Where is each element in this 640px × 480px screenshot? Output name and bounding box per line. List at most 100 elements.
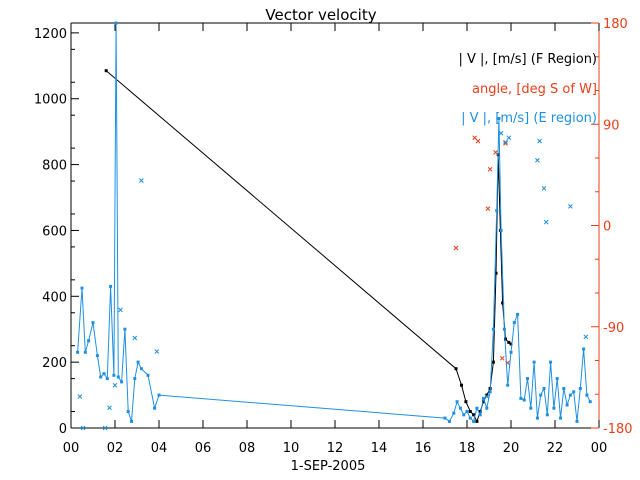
chart-title: Vector velocity bbox=[265, 6, 376, 24]
data-point bbox=[475, 406, 479, 410]
data-point bbox=[116, 375, 120, 379]
data-point bbox=[485, 206, 491, 211]
data-point bbox=[468, 410, 472, 413]
data-point bbox=[543, 219, 549, 225]
data-point bbox=[157, 393, 161, 397]
data-point bbox=[80, 425, 86, 431]
y-tick-label: 800 bbox=[42, 159, 67, 174]
x-tick-label: 04 bbox=[151, 441, 168, 456]
y-tick-label: 600 bbox=[42, 224, 67, 239]
data-point bbox=[485, 406, 489, 410]
data-point bbox=[542, 387, 546, 390]
data-point bbox=[120, 380, 124, 384]
data-point bbox=[462, 413, 466, 417]
data-point bbox=[453, 245, 459, 251]
y-tick-label: 400 bbox=[42, 290, 67, 305]
y2-tick-label: -90 bbox=[603, 321, 624, 336]
y-tick-label: 1000 bbox=[34, 93, 67, 108]
data-point bbox=[105, 377, 109, 381]
data-point bbox=[491, 360, 495, 364]
x-tick-label: 06 bbox=[195, 441, 212, 456]
data-point bbox=[559, 416, 562, 420]
data-point bbox=[485, 393, 489, 397]
x-tick-label: 08 bbox=[239, 441, 256, 456]
legend-entry: | V |, [m/s] (F Region) bbox=[458, 52, 597, 67]
data-point bbox=[537, 138, 542, 144]
data-point bbox=[482, 396, 485, 400]
data-point bbox=[454, 367, 458, 371]
y-tick-label: 200 bbox=[42, 356, 67, 371]
data-point bbox=[568, 393, 572, 397]
data-point bbox=[139, 367, 143, 371]
data-point bbox=[123, 327, 127, 331]
data-point bbox=[484, 394, 490, 399]
series-2 bbox=[76, 21, 592, 423]
data-point bbox=[460, 383, 463, 387]
data-point bbox=[503, 141, 508, 146]
data-point bbox=[491, 327, 495, 331]
data-point bbox=[522, 398, 526, 402]
data-point bbox=[519, 396, 523, 400]
data-point bbox=[588, 400, 592, 404]
y2-tick-label: -180 bbox=[603, 422, 633, 437]
data-point bbox=[516, 312, 520, 316]
y2-tick-label: 0 bbox=[603, 220, 611, 235]
series-0 bbox=[104, 69, 513, 423]
x-tick-label: 12 bbox=[327, 441, 344, 456]
data-point bbox=[582, 347, 586, 351]
y-axis-ticks: 0 200 400 600 800 1000 1200 bbox=[34, 27, 79, 437]
data-point bbox=[562, 387, 566, 390]
x-tick-label: 14 bbox=[371, 441, 388, 456]
data-point bbox=[475, 138, 481, 144]
data-point bbox=[529, 406, 533, 410]
data-point bbox=[493, 150, 498, 155]
data-point bbox=[465, 410, 469, 413]
data-point bbox=[545, 413, 549, 417]
data-point bbox=[539, 393, 543, 397]
data-point bbox=[139, 178, 144, 183]
data-point bbox=[102, 425, 108, 431]
data-point bbox=[478, 410, 482, 413]
data-point bbox=[87, 339, 91, 343]
x-tick-label: 18 bbox=[459, 441, 476, 456]
data-point bbox=[112, 373, 116, 377]
legend-entry: | V |, [m/s] (E region) bbox=[461, 111, 597, 126]
series-3 bbox=[77, 130, 589, 431]
data-point bbox=[99, 375, 103, 379]
data-point bbox=[541, 186, 547, 191]
data-point bbox=[447, 419, 451, 423]
data-point bbox=[502, 327, 506, 331]
x-tick-label: 20 bbox=[503, 441, 520, 456]
x-axis-ticks: 00 02 04 06 08 10 12 14 16 18 20 22 00 bbox=[63, 23, 608, 456]
data-point bbox=[555, 377, 559, 381]
data-point bbox=[572, 390, 576, 394]
y2-tick-label: 180 bbox=[603, 17, 628, 32]
legend-entry: angle, [deg S of W] bbox=[472, 82, 597, 97]
x-tick-label: 00 bbox=[591, 441, 608, 456]
x-tick-label: 10 bbox=[283, 441, 300, 456]
data-point bbox=[109, 284, 113, 288]
data-point bbox=[475, 419, 479, 423]
data-point bbox=[468, 416, 472, 420]
data-point bbox=[114, 21, 118, 25]
data-point bbox=[77, 394, 83, 399]
data-point bbox=[498, 130, 504, 136]
data-point bbox=[535, 416, 539, 420]
data-point bbox=[532, 360, 536, 364]
data-point bbox=[102, 372, 106, 376]
x-tick-label: 16 bbox=[415, 441, 432, 456]
data-point bbox=[535, 157, 540, 163]
data-point bbox=[107, 405, 112, 411]
data-point bbox=[575, 419, 579, 423]
data-point bbox=[132, 335, 138, 341]
x-tick-label: 00 bbox=[63, 441, 80, 456]
data-point bbox=[585, 393, 589, 397]
data-point bbox=[443, 416, 447, 420]
data-point bbox=[526, 377, 529, 381]
data-point bbox=[472, 135, 478, 141]
data-point bbox=[512, 321, 516, 325]
data-point bbox=[583, 334, 589, 340]
series-layer bbox=[76, 21, 592, 431]
x-tick-label: 22 bbox=[547, 441, 564, 456]
